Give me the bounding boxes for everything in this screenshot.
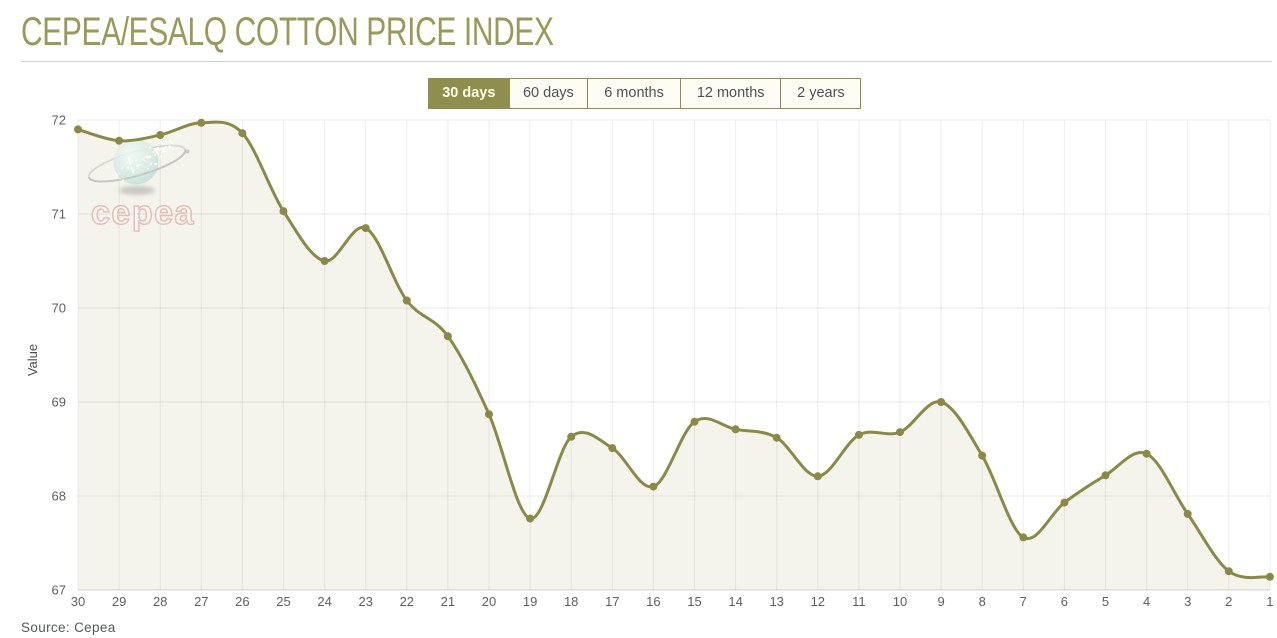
svg-text:12: 12 (811, 594, 825, 609)
svg-text:27: 27 (194, 594, 208, 609)
svg-text:4: 4 (1143, 594, 1150, 609)
svg-text:9: 9 (937, 594, 944, 609)
svg-text:19: 19 (523, 594, 537, 609)
svg-text:26: 26 (235, 594, 249, 609)
svg-text:28: 28 (153, 594, 167, 609)
svg-text:30: 30 (71, 594, 85, 609)
svg-text:15: 15 (687, 594, 701, 609)
svg-text:18: 18 (564, 594, 578, 609)
svg-text:67: 67 (52, 583, 66, 598)
svg-text:71: 71 (52, 207, 66, 222)
svg-text:cepea: cepea (91, 194, 195, 232)
svg-text:1: 1 (1266, 594, 1273, 609)
svg-text:29: 29 (112, 594, 126, 609)
svg-text:Value: Value (25, 344, 40, 376)
svg-text:13: 13 (769, 594, 783, 609)
svg-text:5: 5 (1102, 594, 1109, 609)
svg-text:22: 22 (400, 594, 414, 609)
svg-text:3: 3 (1184, 594, 1191, 609)
svg-text:70: 70 (52, 301, 66, 316)
svg-text:10: 10 (893, 594, 907, 609)
svg-text:72: 72 (52, 113, 66, 128)
svg-text:20: 20 (482, 594, 496, 609)
svg-text:68: 68 (52, 489, 66, 504)
svg-text:23: 23 (358, 594, 372, 609)
svg-text:6: 6 (1061, 594, 1068, 609)
svg-text:2: 2 (1225, 594, 1232, 609)
svg-text:14: 14 (728, 594, 742, 609)
svg-text:8: 8 (979, 594, 986, 609)
svg-text:17: 17 (605, 594, 619, 609)
svg-text:24: 24 (317, 594, 331, 609)
svg-text:69: 69 (52, 395, 66, 410)
svg-text:11: 11 (852, 594, 866, 609)
svg-text:21: 21 (441, 594, 455, 609)
svg-text:25: 25 (276, 594, 290, 609)
svg-text:7: 7 (1020, 594, 1027, 609)
svg-text:16: 16 (646, 594, 660, 609)
